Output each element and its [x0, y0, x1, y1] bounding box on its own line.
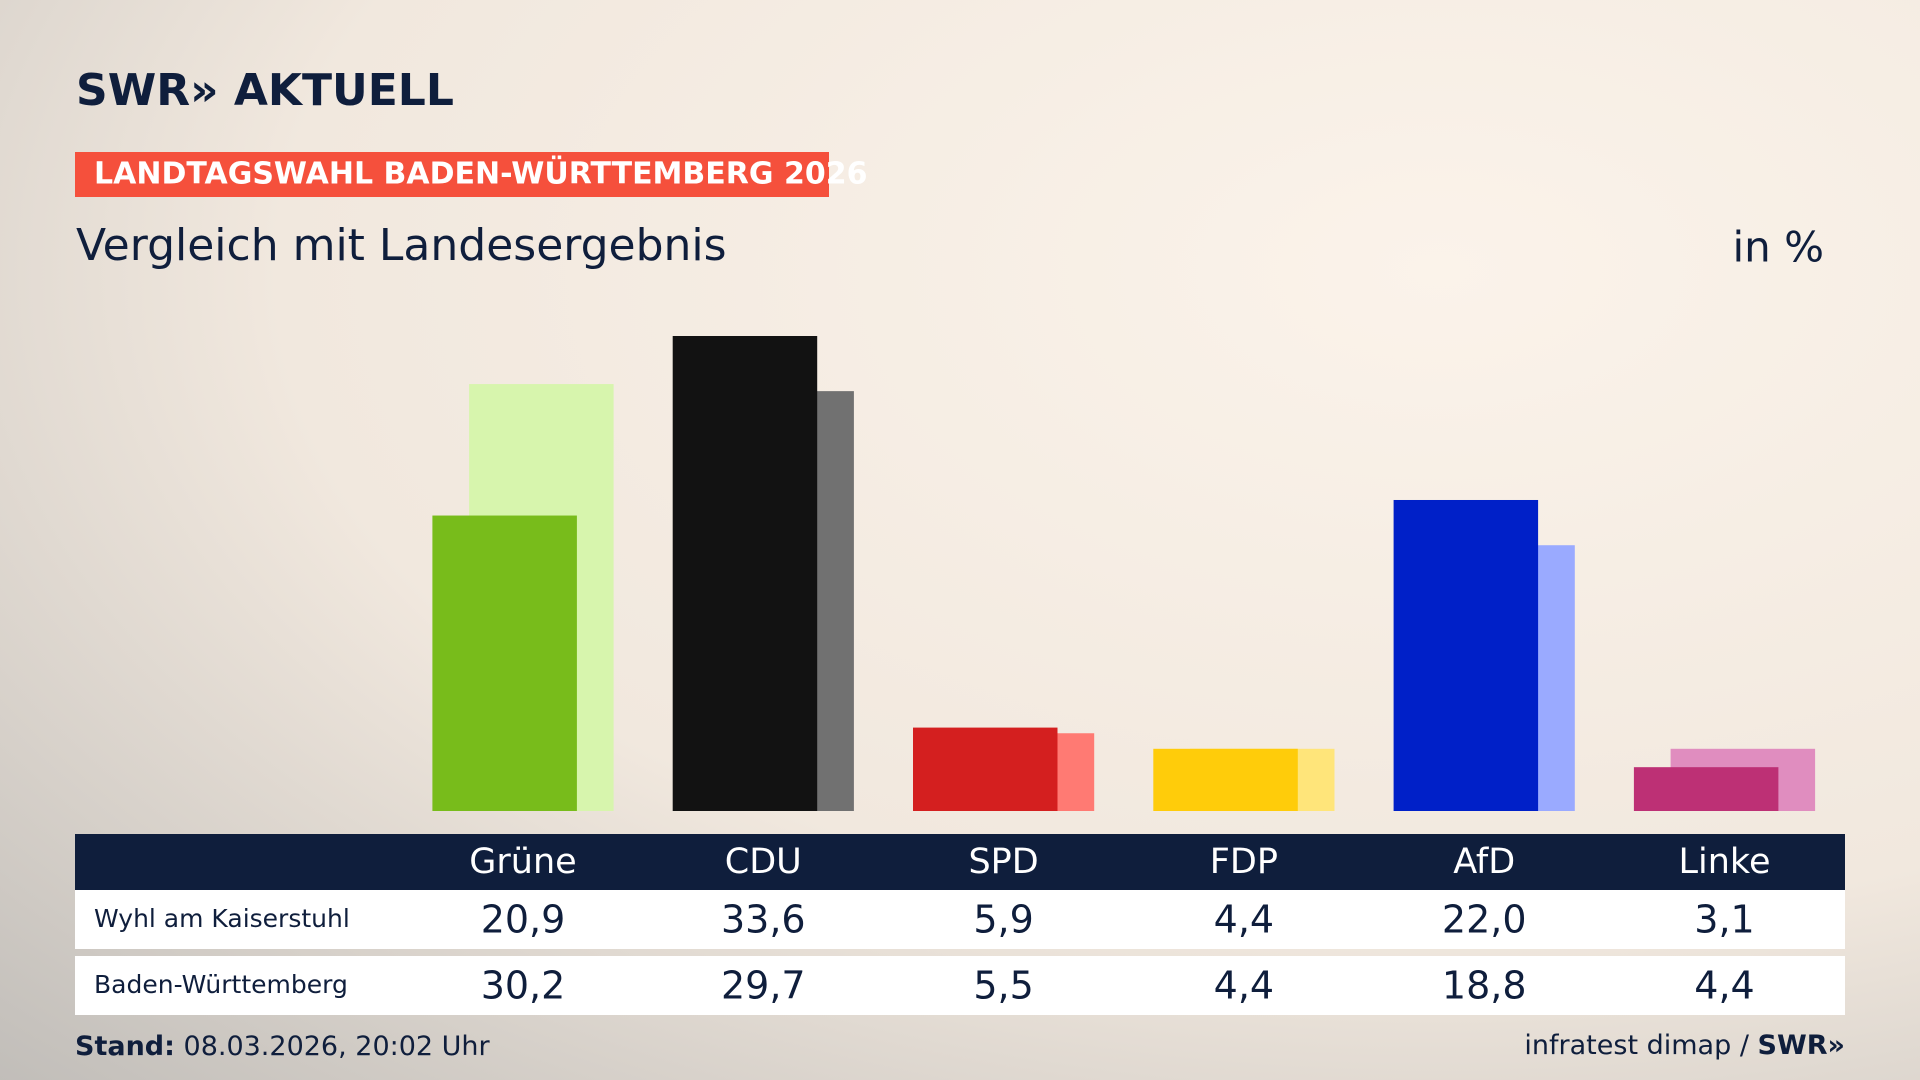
- stand: 08.03.2026, 20:02 Uhr: [184, 1031, 491, 1062]
- value-label: 5,5: [973, 964, 1033, 1008]
- column-header: Linke: [1679, 842, 1771, 882]
- bar: [1393, 499, 1539, 811]
- footer-source: infratest dimap / SWR»: [1524, 1030, 1845, 1061]
- source: infratest dimap /: [1524, 1030, 1749, 1061]
- chart-title: Vergleich mit Landesergebnis: [76, 220, 727, 271]
- table-row: [75, 890, 1845, 949]
- bar: [913, 727, 1058, 811]
- table-row: [75, 956, 1845, 1015]
- row-label: Baden-Württemberg: [94, 970, 348, 999]
- value-label: 33,6: [721, 898, 806, 942]
- value-label: 4,4: [1214, 964, 1274, 1008]
- column-header: AfD: [1453, 842, 1515, 882]
- bar: [432, 515, 577, 811]
- table-header: [75, 834, 1845, 890]
- bar: [1633, 767, 1779, 811]
- kicker: LANDTAGSWAHL BADEN-WÜRTTEMBERG 2026: [94, 155, 867, 192]
- value-label: 18,8: [1442, 964, 1527, 1008]
- column-header: CDU: [725, 842, 802, 882]
- brand: SWR» AKTUELL: [76, 65, 454, 116]
- value-label: 20,9: [481, 898, 566, 942]
- value-label: 4,4: [1214, 898, 1274, 942]
- value-label: 5,9: [973, 898, 1033, 942]
- value-label: 3,1: [1694, 898, 1754, 942]
- value-label: 22,0: [1442, 898, 1527, 942]
- column-header: SPD: [968, 842, 1038, 882]
- value-label: 29,7: [721, 964, 806, 1008]
- bar: [1153, 748, 1298, 811]
- stand-label: Stand:: [75, 1031, 175, 1062]
- column-header: FDP: [1210, 842, 1278, 882]
- source-logo: SWR»: [1758, 1030, 1845, 1061]
- value-label: 4,4: [1694, 964, 1754, 1008]
- column-header: Grüne: [469, 842, 576, 882]
- value-label: 30,2: [481, 964, 566, 1008]
- footer-stand: Stand: 08.03.2026, 20:02 Uhr: [75, 1031, 491, 1062]
- row-label: Wyhl am Kaiserstuhl: [94, 904, 350, 933]
- kicker-box: [75, 152, 829, 197]
- unit: in %: [1732, 223, 1824, 272]
- bar: [672, 336, 818, 811]
